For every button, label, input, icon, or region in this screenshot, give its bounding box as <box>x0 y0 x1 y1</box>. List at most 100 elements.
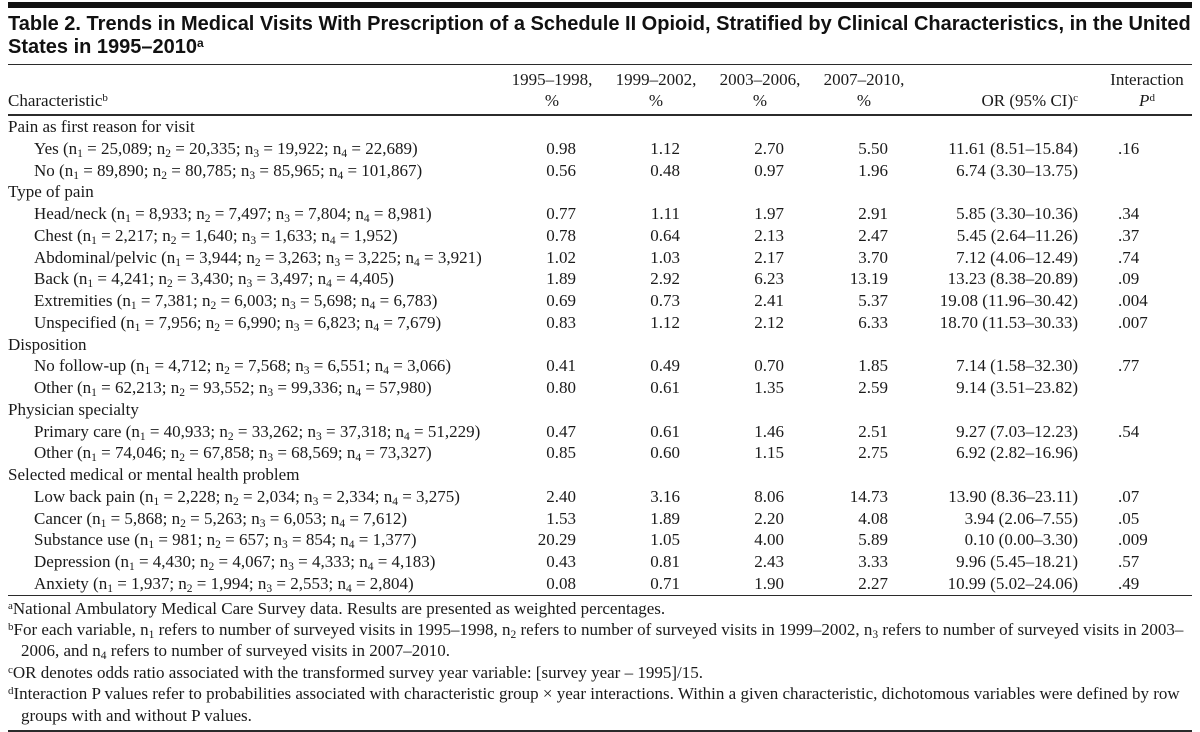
row-label: Yes (n1 = 25,089; n2 = 20,335; n3 = 19,9… <box>34 138 418 160</box>
cell-percent: 2.43 <box>754 552 784 571</box>
cell-percent: 2.27 <box>858 573 888 593</box>
row-label: Cancer (n1 = 5,868; n2 = 5,263; n3 = 6,0… <box>34 508 408 530</box>
cell-percent: 1.12 <box>650 312 680 332</box>
column-header-p: P <box>1139 91 1150 110</box>
footnote-text: Interaction P values refer to probabilit… <box>13 684 1180 725</box>
column-header-characteristic: Characteristicb <box>8 65 500 116</box>
row-label: Chest (n1 = 2,217; n2 = 1,640; n3 = 1,63… <box>34 225 398 247</box>
cell-percent: 2.59 <box>858 378 888 397</box>
footnote: cOR denotes odds ratio associated with t… <box>8 662 1192 683</box>
cell-percent: 0.48 <box>650 160 680 180</box>
cell-percent: 6.23 <box>754 269 784 289</box>
column-header-interaction-p: Interaction Pd <box>1102 65 1192 116</box>
row-label: Substance use (n1 = 981; n2 = 657; n3 = … <box>34 530 417 552</box>
cell-odds-ratio: 19.08 (11.96–30.42) <box>939 291 1078 310</box>
cell-percent: 0.08 <box>546 573 576 593</box>
column-header-text: 2007–2010, <box>823 70 905 89</box>
cell-percent: 14.73 <box>849 486 888 506</box>
cell-percent: 1.85 <box>858 356 888 376</box>
footnote: dInteraction P values refer to probabili… <box>8 683 1192 726</box>
group-row: Pain as first reason for visit <box>8 115 1192 138</box>
column-header-unit: % <box>648 91 664 110</box>
cell-percent: 5.37 <box>858 291 888 310</box>
cell-percent: 1.11 <box>650 204 680 223</box>
cell-percent: 1.02 <box>546 247 576 267</box>
cell-percent: 2.40 <box>546 486 576 506</box>
cell-percent: 2.12 <box>754 312 784 332</box>
cell-p-value <box>1102 160 1192 182</box>
cell-p-value <box>1102 442 1192 464</box>
table-row: Chest (n1 = 2,217; n2 = 1,640; n3 = 1,63… <box>8 225 1192 247</box>
table-row: Cancer (n1 = 5,868; n2 = 5,263; n3 = 6,0… <box>8 508 1192 530</box>
cell-p-value: .16 <box>1118 138 1140 158</box>
table-row: No follow-up (n1 = 4,712; n2 = 7,568; n3… <box>8 355 1192 377</box>
cell-percent: 3.70 <box>858 247 888 267</box>
table-row: Anxiety (n1 = 1,937; n2 = 1,994; n3 = 2,… <box>8 573 1192 595</box>
row-label: No follow-up (n1 = 4,712; n2 = 7,568; n3… <box>34 356 452 378</box>
footnote-marker: a <box>8 599 13 612</box>
cell-percent: 1.05 <box>650 530 680 550</box>
cell-percent: 2.91 <box>858 204 888 223</box>
column-header-or-95ci: OR (95% CI)c <box>916 65 1102 116</box>
cell-odds-ratio: 9.14 (3.51–23.82) <box>956 378 1078 397</box>
row-label: Other (n1 = 74,046; n2 = 67,858; n3 = 68… <box>34 443 432 465</box>
cell-percent: 1.46 <box>754 421 784 441</box>
footnote-marker: c <box>1073 92 1078 104</box>
cell-percent: 2.51 <box>858 421 888 441</box>
column-header-unit: % <box>752 91 768 110</box>
table-row: Head/neck (n1 = 8,933; n2 = 7,497; n3 = … <box>8 203 1192 225</box>
cell-percent: 2.92 <box>650 269 680 289</box>
table-row: No (n1 = 89,890; n2 = 80,785; n3 = 85,96… <box>8 160 1192 182</box>
cell-percent: 1.03 <box>650 247 680 267</box>
table-row: Depression (n1 = 4,430; n2 = 4,067; n3 =… <box>8 551 1192 573</box>
row-group-label: Disposition <box>8 334 87 354</box>
row-label: Low back pain (n1 = 2,228; n2 = 2,034; n… <box>34 486 460 508</box>
row-group-label: Selected medical or mental health proble… <box>8 465 300 484</box>
row-group-label: Pain as first reason for visit <box>8 117 195 136</box>
cell-odds-ratio: 11.61 (8.51–15.84) <box>948 138 1078 158</box>
table-row: Low back pain (n1 = 2,228; n2 = 2,034; n… <box>8 486 1192 508</box>
cell-percent: 2.47 <box>858 225 888 245</box>
cell-percent: 1.89 <box>546 269 576 289</box>
footnote-text: For each variable, n1 refers to number o… <box>13 619 1184 663</box>
cell-percent: 1.89 <box>650 508 680 528</box>
cell-percent: 0.71 <box>650 573 680 593</box>
cell-percent: 1.12 <box>650 138 680 158</box>
cell-p-value: .54 <box>1118 421 1140 441</box>
cell-percent: 0.80 <box>546 378 576 397</box>
table-title-footnote-marker: a <box>197 36 204 50</box>
cell-percent: 5.89 <box>858 530 888 550</box>
header-row: Characteristicb 1995–1998,% 1999–2002,% … <box>8 65 1192 116</box>
cell-percent: 0.56 <box>546 160 576 180</box>
cell-percent: 0.49 <box>650 356 680 376</box>
cell-percent: 0.61 <box>650 378 680 397</box>
cell-percent: 0.69 <box>546 291 576 310</box>
cell-p-value: .009 <box>1118 530 1148 550</box>
cell-percent: 4.08 <box>858 508 888 528</box>
cell-percent: 0.85 <box>546 443 576 463</box>
row-label: No (n1 = 89,890; n2 = 80,785; n3 = 85,96… <box>34 160 423 182</box>
row-label: Unspecified (n1 = 7,956; n2 = 6,990; n3 … <box>34 312 442 334</box>
cell-percent: 13.19 <box>849 269 888 289</box>
cell-p-value: .49 <box>1118 573 1140 593</box>
cell-percent: 0.83 <box>546 312 576 332</box>
group-row: Physician specialty <box>8 399 1192 421</box>
footnote-text: National Ambulatory Medical Care Survey … <box>12 598 666 618</box>
cell-percent: 0.77 <box>546 204 576 223</box>
column-header-text: 2003–2006, <box>719 70 801 89</box>
cell-percent: 20.29 <box>537 530 576 550</box>
column-header-1999-2002: 1999–2002,% <box>604 65 708 116</box>
cell-percent: 0.78 <box>546 225 576 245</box>
footnote: aNational Ambulatory Medical Care Survey… <box>8 598 1192 619</box>
column-header-unit: % <box>856 91 872 110</box>
table-title-text: Table 2. Trends in Medical Visits With P… <box>8 13 1191 58</box>
row-group-label: Type of pain <box>8 182 94 202</box>
row-label: Primary care (n1 = 40,933; n2 = 33,262; … <box>34 421 481 443</box>
cell-p-value: .37 <box>1118 225 1140 245</box>
cell-odds-ratio: 6.92 (2.82–16.96) <box>956 443 1078 463</box>
row-label: Back (n1 = 4,241; n2 = 3,430; n3 = 3,497… <box>34 269 394 291</box>
row-group-label: Physician specialty <box>8 399 139 419</box>
cell-percent: 5.50 <box>858 138 888 158</box>
cell-p-value: .05 <box>1118 508 1140 528</box>
cell-percent: 2.17 <box>754 247 784 267</box>
